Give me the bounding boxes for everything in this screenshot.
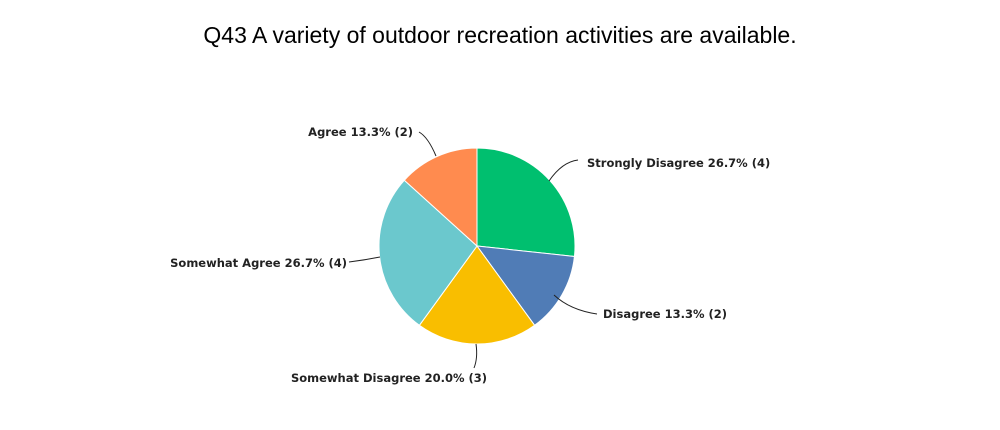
- leader-line: [548, 159, 579, 182]
- pie-slice: [476, 147, 576, 258]
- slice-label: Somewhat Disagree 20.0% (3): [291, 371, 487, 385]
- chart-title: Q43 A variety of outdoor recreation acti…: [203, 22, 797, 48]
- pie-slice: [475, 245, 575, 326]
- leader-line: [473, 343, 478, 369]
- leader-line: [418, 131, 437, 157]
- slice-label: Disagree 13.3% (2): [603, 307, 727, 321]
- leader-line: [553, 294, 598, 315]
- slice-label: Strongly Disagree 26.7% (4): [587, 156, 770, 170]
- leader-line: [348, 256, 381, 263]
- slice-label: Somewhat Agree 26.7% (4): [170, 256, 347, 270]
- slice-label: Agree 13.3% (2): [308, 125, 413, 139]
- pie-slice: [378, 179, 478, 326]
- pie-slice: [418, 245, 536, 345]
- pie-slice: [403, 147, 478, 248]
